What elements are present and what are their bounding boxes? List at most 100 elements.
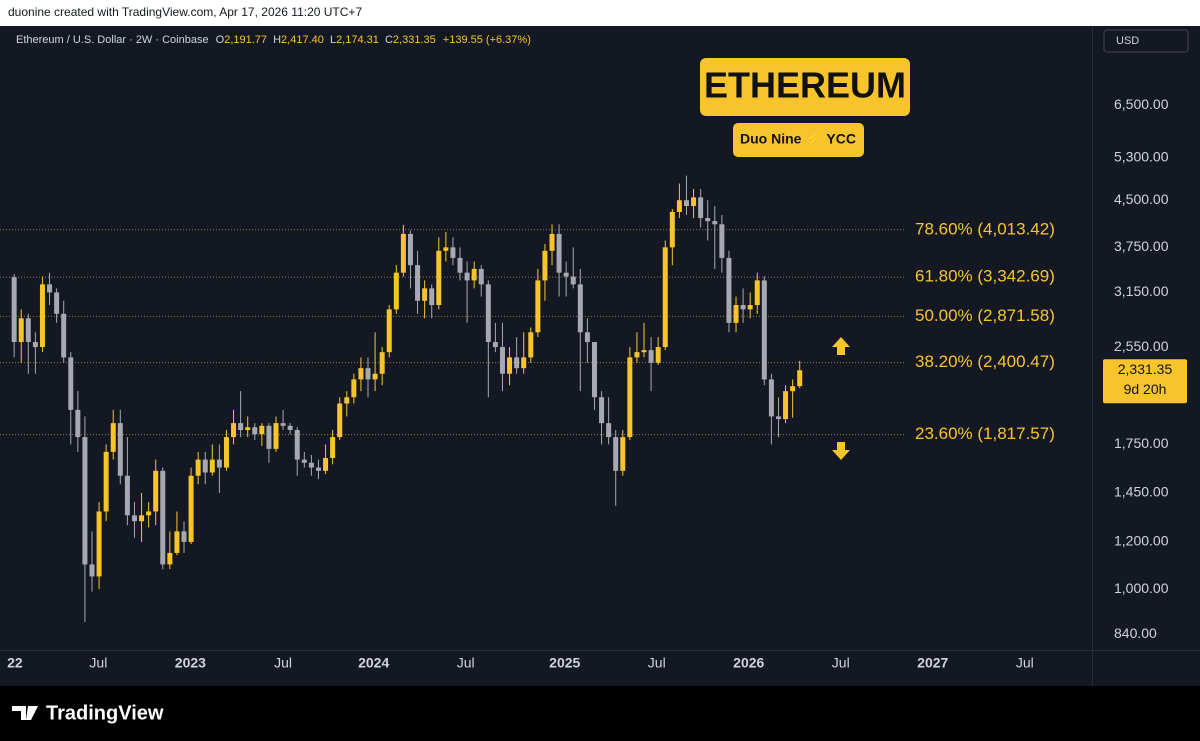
y-tick-label: 1,750.00 [1114,435,1169,451]
candle-body [372,373,378,380]
candle-body [330,437,336,459]
candle-body [754,280,760,306]
candle-body [252,427,258,435]
ohlc-key: H [273,34,281,46]
brand: TradingView [46,702,164,724]
plot [0,175,905,623]
ohlc-value: 2,191.77 [224,34,267,46]
x-tick-label: 2026 [733,655,764,671]
candle-body [103,451,109,512]
last-price-label: 2,331.35 [1118,361,1173,377]
candle-body [698,197,704,219]
y-tick-label: 3,150.00 [1114,283,1169,299]
candle-body [655,347,661,363]
candle-body [783,391,789,420]
candle-body [124,475,130,516]
candle-body [676,200,682,212]
candle-body [634,352,640,358]
candle-body [691,197,697,207]
change: +139.55 (+6.37%) [443,34,531,46]
candle-body [82,437,88,565]
y-tick-label: 6,500.00 [1114,96,1169,112]
candle-body [499,347,505,374]
candle-body [301,459,307,463]
candle-body [683,200,689,207]
credit-bar [0,0,1200,26]
chart-title: ETHEREUM [704,65,906,106]
footer [0,686,1200,741]
ohlc-key: O [216,34,225,46]
title-badge [700,58,910,116]
candle-body [521,357,527,369]
candle-body [266,425,272,449]
y-tick-label: 3,750.00 [1114,238,1169,254]
candle-body [492,342,498,348]
symbol: Ethereum / U.S. Dollar · 2W · Coinbase [16,34,209,46]
candle-body [436,250,442,306]
x-tick-label: Jul [457,655,475,671]
x-tick-label: 2023 [175,655,206,671]
candle-body [542,250,548,281]
candle-body [54,292,60,314]
candle-body [761,280,767,380]
candle-body [478,268,484,285]
candle-body [400,233,406,273]
ohlc-key: L [330,34,336,46]
candle-body [351,379,357,398]
candle-body [514,357,520,369]
currency: USD [1116,35,1139,47]
y-tick-label: 4,500.00 [1114,191,1169,207]
candle-body [365,368,371,380]
candle-body [726,257,732,323]
candle-body [705,218,711,222]
candle-body [613,437,619,471]
candle-body [485,284,491,343]
candle-body [386,309,392,353]
candle-body [18,318,24,343]
candle-body [32,342,38,348]
y-tick-label: 2,550.00 [1114,338,1169,354]
candle-body [89,564,95,577]
candle-body [393,272,399,310]
candle-body [464,272,470,281]
currency-button[interactable] [1103,29,1189,53]
candle-body [25,318,31,343]
candle-body [443,247,449,251]
candle-body [188,475,194,542]
candle-body [11,277,17,343]
candle-body [507,357,513,374]
candle-body [323,458,329,471]
candle-body [146,511,152,516]
candle-body [577,284,583,333]
y-tick-label: 840.00 [1114,625,1157,641]
subtitle-badge [733,123,864,157]
candle-body [790,386,796,392]
chart-subtitle: Duo Nine ⚡ YCC [740,131,856,148]
candle-body [662,247,668,348]
candle-body [337,403,343,438]
x-tick-label: Jul [832,655,850,671]
candle-body [549,233,555,251]
candle-body [712,221,718,225]
candle-body [535,280,541,333]
brand-logo [12,706,38,720]
candle-body [167,552,173,565]
candle-body [556,233,562,273]
candle-body [775,416,781,420]
candle-body [563,272,569,277]
candle-body [153,470,159,512]
fib-label: 50.00% (2,871.58) [915,306,1055,325]
candle-body [223,437,229,468]
candle-body [139,515,145,522]
candle-body [648,350,654,363]
candle-body [238,423,244,431]
x-tick-label: Jul [1016,655,1034,671]
x-tick-label: 2024 [358,655,389,671]
y-tick-label: 1,200.00 [1114,533,1169,549]
candle-body [407,233,413,266]
candle-body [471,268,477,281]
candle-body [160,470,166,565]
candle-body [606,423,612,438]
candle-body [110,423,116,452]
